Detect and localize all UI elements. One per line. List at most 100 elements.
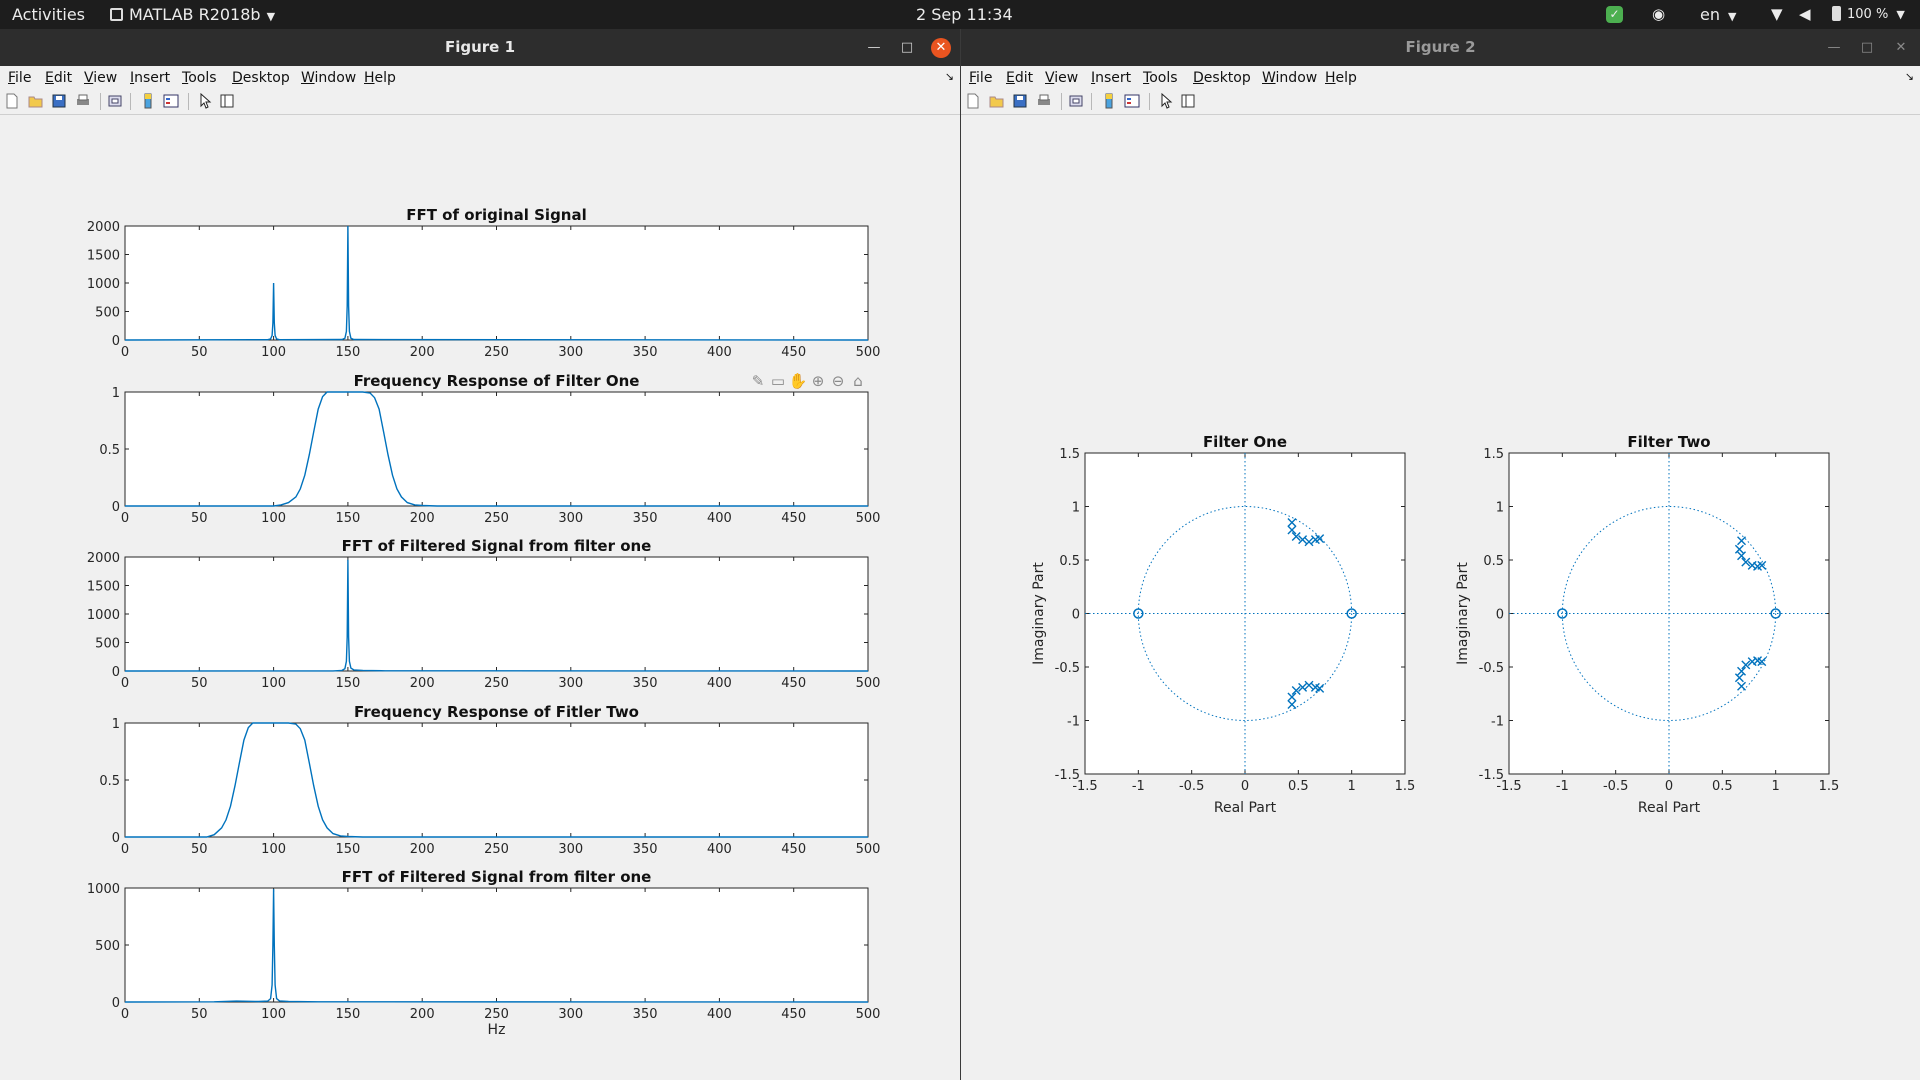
- app-menu-button[interactable]: MATLAB R2018b ▼: [110, 0, 275, 29]
- axes-title: Frequency Response of Fitler Two: [354, 703, 639, 721]
- x-tick-label: 1.5: [1819, 779, 1840, 794]
- y-tick-label: 2000: [87, 220, 120, 235]
- menu-file[interactable]: File: [969, 70, 993, 86]
- menu-tools[interactable]: Tools: [1143, 70, 1178, 86]
- link-plot-icon[interactable]: [1068, 93, 1084, 109]
- menu-file[interactable]: File: [8, 70, 32, 86]
- x-tick-label: -0.5: [1603, 779, 1628, 794]
- zoom-out-icon[interactable]: ⊖: [832, 372, 845, 390]
- y-tick-label: 1: [112, 386, 120, 401]
- open-file-icon[interactable]: [989, 93, 1005, 109]
- axes-1[interactable]: 0 50 100 150 200 250 300 350 400 450 500 0 0.5 1 Frequ…: [99, 372, 880, 526]
- save-icon[interactable]: [1012, 93, 1028, 109]
- menu-edit[interactable]: Edit: [1006, 70, 1034, 86]
- x-tick-label: 0.5: [1288, 779, 1309, 794]
- close-icon[interactable]: ✕: [931, 38, 951, 58]
- close-icon[interactable]: ✕: [1895, 40, 1907, 55]
- open-file-icon[interactable]: [28, 93, 44, 109]
- activities-button[interactable]: Activities: [12, 5, 85, 24]
- minimize-icon[interactable]: —: [1827, 40, 1841, 55]
- x-tick-label: -1.5: [1072, 779, 1097, 794]
- print-icon[interactable]: [1036, 93, 1052, 109]
- property-inspector-icon[interactable]: [219, 93, 235, 109]
- link-plot-icon[interactable]: [107, 93, 123, 109]
- menu-help[interactable]: Help: [364, 70, 396, 86]
- axes-5[interactable]: -1.5 -1 -0.5 0 0.5 1 1.5 -1.5 -1 -0.5 0 0.5 1 1.5 Filt…: [1031, 433, 1415, 816]
- maximize-icon[interactable]: □: [900, 40, 914, 55]
- x-tick-label: 250: [484, 511, 509, 526]
- axes-toolbar[interactable]: ✎ ▭ ✋ ⊕ ⊖ ⌂: [752, 372, 863, 390]
- zoom-in-icon[interactable]: ⊕: [812, 372, 825, 390]
- menu-window[interactable]: Window: [301, 70, 357, 86]
- wifi-icon[interactable]: ▼: [1771, 5, 1783, 23]
- x-tick-label: 500: [856, 676, 881, 691]
- pan-icon[interactable]: ✋: [789, 372, 808, 390]
- menu-window[interactable]: Window: [1262, 70, 1318, 86]
- pole-marker: [1737, 681, 1747, 691]
- battery-indicator[interactable]: 100 % ▼: [1832, 0, 1905, 29]
- figure-1-canvas[interactable]: 0 50 100 150 200 250 300 350 400 450 5000500100015…: [0, 116, 960, 1080]
- x-tick-label: -0.5: [1179, 779, 1204, 794]
- update-indicator-icon[interactable]: ✓: [1606, 6, 1623, 23]
- new-figure-icon[interactable]: [965, 93, 981, 109]
- x-tick-label: 500: [856, 511, 881, 526]
- x-tick-label: 1: [1348, 779, 1356, 794]
- y-tick-label: 0.5: [1059, 554, 1080, 569]
- data-tips-icon[interactable]: ▭: [771, 372, 785, 390]
- save-icon[interactable]: [51, 93, 67, 109]
- x-tick-label: 200: [410, 1007, 435, 1022]
- axes-0[interactable]: 0 50 100 150 200 250 300 350 400 450 500 0 500 1000 15…: [87, 206, 881, 360]
- home-icon[interactable]: ⌂: [853, 372, 863, 390]
- axes-2[interactable]: 0 50 100 150 200 250 300 350 400 450 500 0 500 1000 15…: [87, 537, 881, 691]
- discord-tray-icon[interactable]: ◉: [1652, 5, 1666, 23]
- menu-view[interactable]: View: [84, 70, 118, 86]
- edit-plot-pointer-icon[interactable]: [1158, 93, 1174, 109]
- edit-plot-pointer-icon[interactable]: [197, 93, 213, 109]
- menu-insert[interactable]: Insert: [1091, 70, 1132, 86]
- x-tick-label: 0: [121, 842, 129, 857]
- minimize-icon[interactable]: —: [867, 40, 881, 55]
- y-tick-label: 1000: [87, 277, 120, 292]
- x-tick-label: 450: [781, 676, 806, 691]
- x-tick-label: 150: [335, 842, 360, 857]
- y-tick-label: -1: [1491, 715, 1504, 730]
- volume-icon[interactable]: ◀: [1799, 5, 1811, 23]
- clock[interactable]: 2 Sep 11:34: [916, 5, 1013, 24]
- dock-figure-icon[interactable]: ↘: [1904, 70, 1914, 83]
- menu-desktop[interactable]: Desktop: [1193, 70, 1251, 86]
- figure-2-canvas[interactable]: -1.5 -1 -0.5 0 0.5 1 1.5 -1.5 -1 -0.5 0 0.5 1 1.5 Filt…: [961, 116, 1920, 1080]
- x-tick-label: 150: [335, 1007, 360, 1022]
- x-tick-label: 0.5: [1712, 779, 1733, 794]
- insert-colorbar-icon[interactable]: [1101, 93, 1117, 109]
- print-icon[interactable]: [75, 93, 91, 109]
- insert-legend-icon[interactable]: [163, 93, 179, 109]
- pole-marker: [1734, 673, 1744, 683]
- insert-colorbar-icon[interactable]: [140, 93, 156, 109]
- maximize-icon[interactable]: □: [1860, 40, 1874, 55]
- pole-marker: [1298, 535, 1308, 545]
- y-tick-label: 0: [112, 334, 120, 349]
- axes-6[interactable]: -1.5 -1 -0.5 0 0.5 1 1.5 -1.5 -1 -0.5 0 0.5 1 1.5 Filt…: [1455, 433, 1839, 816]
- axes-3[interactable]: 0 50 100 150 200 250 300 350 400 450 500 0 0.5 1 Frequ…: [99, 703, 880, 857]
- x-tick-label: 300: [558, 1007, 583, 1022]
- pole-marker: [1298, 682, 1308, 692]
- brush-icon[interactable]: ✎: [752, 372, 765, 390]
- pole-marker: [1304, 537, 1314, 547]
- insert-legend-icon[interactable]: [1124, 93, 1140, 109]
- x-tick-label: 50: [191, 842, 208, 857]
- window-title-bar[interactable]: Figure 2 — □ ✕: [961, 29, 1920, 66]
- property-inspector-icon[interactable]: [1180, 93, 1196, 109]
- menu-help[interactable]: Help: [1325, 70, 1357, 86]
- dock-figure-icon[interactable]: ↘: [944, 70, 954, 83]
- menu-edit[interactable]: Edit: [45, 70, 73, 86]
- language-indicator[interactable]: en ▼: [1700, 0, 1736, 29]
- menu-tools[interactable]: Tools: [182, 70, 217, 86]
- axes-4[interactable]: 0 50 100 150 200 250 300 350 400 450 500 0 500 1000 FF…: [87, 868, 881, 1038]
- menu-view[interactable]: View: [1045, 70, 1079, 86]
- menu-insert[interactable]: Insert: [130, 70, 171, 86]
- x-axis-label: Hz: [488, 1022, 506, 1038]
- window-title-bar[interactable]: Figure 1 — □ ✕: [0, 29, 960, 66]
- y-tick-label: 1: [1072, 501, 1080, 516]
- new-figure-icon[interactable]: [4, 93, 20, 109]
- menu-desktop[interactable]: Desktop: [232, 70, 290, 86]
